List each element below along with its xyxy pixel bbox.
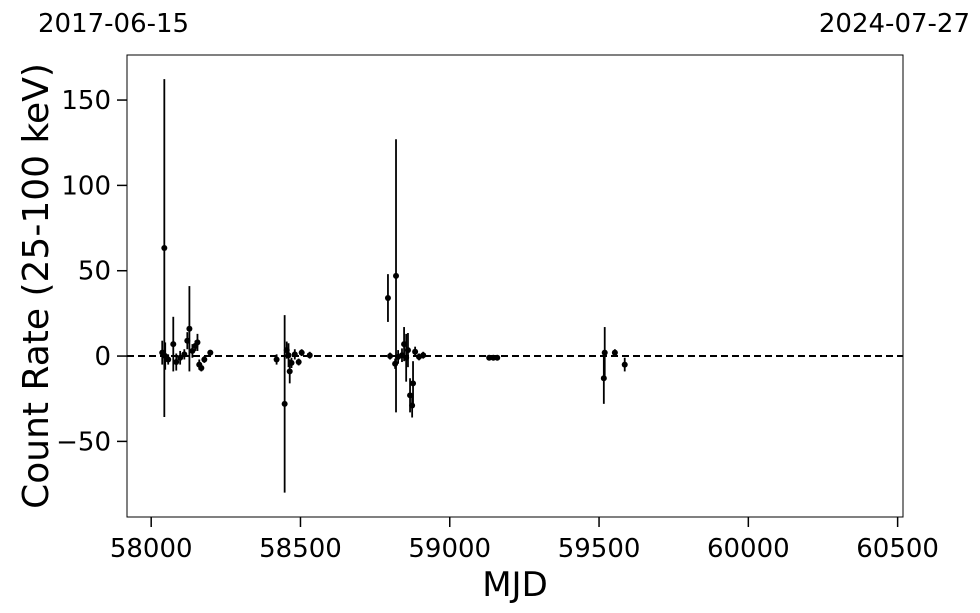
x-tick-label: 60500 [856, 534, 939, 564]
x-tick-label: 59000 [408, 534, 491, 564]
data-point [170, 341, 177, 348]
data-point [288, 359, 295, 366]
data-point [486, 354, 493, 361]
data-point [621, 361, 628, 368]
data-point [295, 359, 302, 366]
data-point [404, 347, 411, 354]
data-point [201, 356, 208, 363]
x-tick-label: 60000 [707, 534, 790, 564]
data-point [387, 353, 394, 360]
data-point [410, 380, 417, 387]
data-point [384, 295, 391, 302]
data-point [306, 352, 313, 359]
data-point [412, 348, 419, 355]
data-point [207, 349, 214, 356]
x-tick-label: 58500 [259, 534, 342, 564]
data-point [189, 347, 196, 354]
data-point [601, 349, 608, 356]
data-point [161, 245, 168, 252]
data-point [285, 352, 292, 359]
data-point [173, 359, 180, 366]
data-point [291, 351, 298, 358]
y-tick-label: −50 [56, 427, 111, 457]
data-point [186, 325, 193, 332]
data-point [298, 349, 305, 356]
data-point [194, 339, 201, 346]
data-point [198, 365, 205, 372]
top-left-date: 2017-06-15 [38, 9, 189, 39]
top-right-date: 2024-07-27 [819, 9, 970, 39]
plot-frame [126, 54, 904, 518]
data-point [286, 368, 293, 375]
y-tick-label: 50 [78, 257, 111, 287]
data-point [611, 349, 618, 356]
x-axis-label: MJD [482, 565, 548, 605]
y-tick-label: 0 [94, 342, 111, 372]
data-point [273, 356, 280, 363]
data-point [393, 272, 400, 279]
x-tick-label: 58000 [110, 534, 193, 564]
data-point [494, 354, 501, 361]
x-tick-label: 59500 [558, 534, 641, 564]
data-point [420, 352, 427, 359]
y-tick-label: 100 [61, 171, 111, 201]
y-tick-label: 150 [61, 86, 111, 116]
data-point [281, 400, 288, 407]
data-point [165, 356, 172, 363]
data-point [181, 351, 188, 358]
y-axis-label: Count Rate (25-100 keV) [16, 63, 57, 509]
data-point [177, 354, 184, 361]
